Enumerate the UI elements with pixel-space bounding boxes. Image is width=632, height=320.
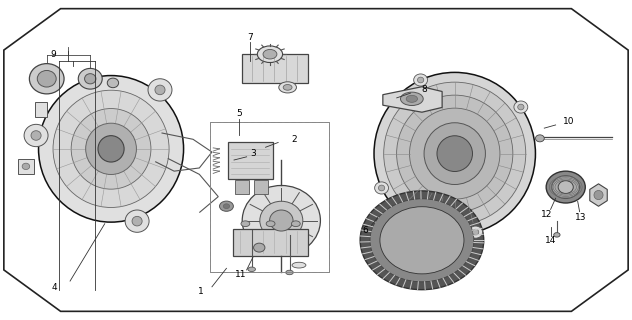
Bar: [35, 102, 47, 117]
Ellipse shape: [98, 136, 124, 162]
Ellipse shape: [370, 199, 474, 282]
Ellipse shape: [125, 210, 149, 232]
Ellipse shape: [546, 171, 585, 203]
Ellipse shape: [266, 221, 275, 227]
Text: 14: 14: [545, 236, 556, 245]
Ellipse shape: [401, 92, 423, 106]
Text: 1: 1: [198, 287, 204, 296]
Ellipse shape: [260, 201, 303, 240]
Text: 10: 10: [562, 117, 574, 126]
Bar: [18, 159, 34, 174]
Ellipse shape: [292, 262, 306, 268]
Text: 7: 7: [247, 33, 253, 42]
Ellipse shape: [22, 163, 30, 170]
Ellipse shape: [263, 50, 277, 59]
Ellipse shape: [291, 221, 300, 227]
Ellipse shape: [148, 79, 172, 101]
Text: 13: 13: [575, 213, 586, 222]
Ellipse shape: [375, 182, 389, 194]
Ellipse shape: [384, 82, 526, 225]
Text: 11: 11: [234, 269, 246, 279]
Ellipse shape: [39, 76, 183, 222]
Ellipse shape: [53, 90, 169, 207]
Ellipse shape: [473, 229, 479, 235]
Text: 4: 4: [51, 283, 57, 292]
Ellipse shape: [380, 207, 464, 274]
Polygon shape: [383, 87, 442, 112]
Ellipse shape: [219, 201, 233, 211]
Ellipse shape: [86, 123, 137, 174]
Ellipse shape: [279, 82, 296, 93]
Bar: [210, 123, 329, 272]
Ellipse shape: [552, 176, 580, 198]
Ellipse shape: [469, 226, 483, 238]
Ellipse shape: [558, 181, 573, 194]
Bar: [233, 228, 308, 256]
Ellipse shape: [374, 72, 535, 235]
Text: 9: 9: [50, 50, 56, 59]
Text: 5: 5: [236, 109, 242, 118]
Ellipse shape: [29, 64, 64, 94]
Ellipse shape: [554, 233, 560, 237]
Ellipse shape: [223, 204, 229, 209]
Ellipse shape: [270, 210, 293, 231]
Ellipse shape: [414, 74, 428, 86]
Ellipse shape: [85, 74, 96, 84]
Text: 3: 3: [250, 149, 256, 158]
Ellipse shape: [286, 270, 293, 275]
Ellipse shape: [418, 77, 424, 83]
Ellipse shape: [71, 108, 151, 189]
Ellipse shape: [24, 124, 48, 147]
Bar: [254, 180, 268, 195]
Ellipse shape: [78, 68, 102, 89]
Ellipse shape: [107, 78, 119, 88]
Ellipse shape: [37, 70, 56, 87]
Ellipse shape: [424, 123, 485, 185]
Ellipse shape: [248, 267, 255, 271]
Text: 6: 6: [362, 226, 368, 235]
Ellipse shape: [535, 135, 544, 142]
Ellipse shape: [155, 85, 165, 95]
Ellipse shape: [257, 46, 283, 62]
Bar: [242, 54, 308, 83]
Ellipse shape: [594, 190, 603, 200]
Text: 2: 2: [291, 135, 297, 144]
Ellipse shape: [242, 186, 320, 256]
Ellipse shape: [241, 221, 250, 227]
Ellipse shape: [132, 216, 142, 226]
Ellipse shape: [406, 95, 418, 102]
Ellipse shape: [283, 84, 292, 90]
Ellipse shape: [360, 191, 483, 290]
Ellipse shape: [437, 136, 473, 172]
Ellipse shape: [31, 131, 41, 140]
Ellipse shape: [253, 243, 265, 252]
Bar: [228, 142, 273, 179]
Ellipse shape: [397, 95, 513, 212]
Text: 12: 12: [540, 210, 552, 219]
Ellipse shape: [518, 104, 524, 110]
Polygon shape: [4, 9, 628, 311]
Text: 8: 8: [422, 85, 427, 94]
Bar: [235, 180, 249, 195]
Ellipse shape: [410, 108, 500, 199]
Ellipse shape: [514, 101, 528, 113]
Ellipse shape: [379, 185, 385, 191]
Polygon shape: [590, 184, 607, 206]
